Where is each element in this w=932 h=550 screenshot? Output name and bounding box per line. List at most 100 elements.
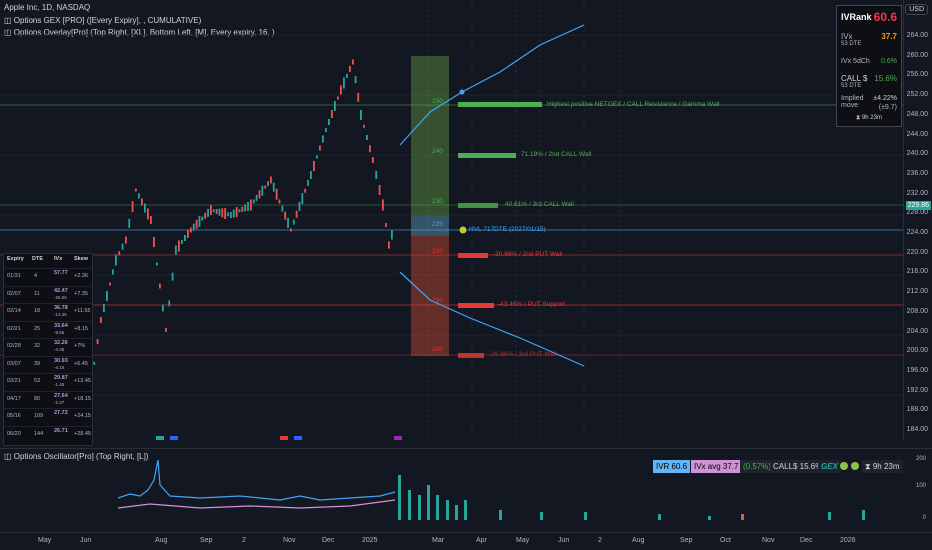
level-price: 200	[432, 346, 443, 353]
candle	[298, 201, 301, 211]
osc-ivr-badge: IVR 60.6	[653, 460, 691, 473]
level-price: 225	[432, 221, 443, 228]
ivx-chg-cell: -4.15	[54, 364, 65, 370]
price-tick: 256.00	[906, 71, 928, 79]
candle	[391, 230, 393, 240]
table-row: 01/31 4 57.77 +2.36	[4, 268, 92, 285]
gex-dot-icon	[851, 462, 859, 470]
candle	[232, 209, 235, 218]
table-row: 03/07 39 30.93 -4.15 +6.45	[4, 355, 92, 373]
candle	[153, 237, 155, 247]
dte-cell: 80	[34, 395, 41, 402]
candle	[96, 339, 99, 345]
candle	[227, 212, 229, 217]
expiry-cell: 02/28	[7, 343, 21, 349]
candle	[195, 219, 198, 229]
expiry-cell: 02/14	[7, 308, 21, 314]
ivx-cell: 26.71	[54, 427, 68, 434]
candle	[215, 208, 218, 214]
ivr-panel: IVRank 60.6 IVx 37.7 53 DTE IVx 5dCh 0.6% C…	[836, 5, 902, 127]
skew-cell: +11.65	[74, 308, 91, 314]
candle	[281, 205, 284, 212]
candle	[319, 145, 321, 151]
candle	[272, 182, 275, 192]
candle	[247, 201, 249, 211]
time-tick: May	[516, 537, 530, 544]
eye-icon[interactable]: ◫	[4, 452, 14, 461]
ivx-chg-cell: -4.35	[54, 347, 65, 352]
ivx-cell: 32.26	[54, 340, 68, 346]
oscillator-title[interactable]: ◫ Options Oscillator[Pro] (Top Right, [L…	[4, 452, 149, 461]
candle	[106, 291, 108, 301]
candle	[212, 209, 215, 213]
osc-calls-badge: CALL$ 15.6%	[770, 460, 826, 473]
level-price: 230	[432, 198, 443, 205]
candle	[138, 193, 140, 199]
candle	[357, 92, 360, 102]
candle	[112, 269, 114, 275]
candle	[385, 223, 387, 227]
candle	[304, 188, 307, 193]
time-tick: 2	[598, 537, 602, 544]
oscillator-chart[interactable]	[0, 450, 904, 530]
ivx-cell: 30.93	[54, 357, 68, 364]
candle	[156, 262, 158, 266]
price-tick: 220.00	[906, 248, 928, 256]
candle	[224, 208, 227, 220]
expiry-cell: 02/07	[7, 290, 21, 297]
dte-cell: 18	[34, 308, 41, 314]
table-row: 04/17 80 27.64 -2.27 +18.15	[4, 390, 92, 408]
candle	[388, 241, 390, 249]
candle	[360, 110, 362, 120]
expiry-cell: 04/17	[7, 395, 21, 402]
time-tick: Dec	[322, 537, 335, 544]
skew-cell: +7.35	[74, 290, 88, 297]
candle	[352, 59, 354, 65]
ivx-dte: 53 DTE	[841, 41, 862, 47]
dte-cell: 11	[34, 290, 40, 297]
time-tick: Oct	[720, 537, 731, 544]
ivx5d-label: IVx 5dCh	[841, 58, 870, 65]
ivx-cell: 29.87	[54, 375, 68, 381]
hourglass-icon: ⧗	[856, 115, 862, 121]
candle	[221, 208, 224, 218]
candle	[290, 228, 292, 232]
col-expiry: Expiry	[7, 256, 24, 262]
candle	[103, 304, 105, 312]
indicator-overlay[interactable]: ◫ Options Overlay[Pro] (Top Right, [XL],…	[4, 28, 275, 37]
price-tick: 208.00	[906, 307, 928, 315]
gex-dot-icon	[840, 462, 848, 470]
table-row: 05/16 109 27.72 +24.15	[4, 408, 92, 425]
candle	[295, 210, 298, 218]
timer: 9h 23m	[861, 115, 882, 121]
time-tick: Nov	[762, 537, 775, 544]
candle	[135, 188, 137, 192]
level-label-2nd-put: -30.86% / 2nd PUT Wall	[493, 251, 563, 258]
ivx-value: 37.7	[881, 32, 897, 41]
candle	[128, 218, 131, 228]
price-axis[interactable]: 264.00 260.00 256.00 252.00 248.00 244.00 240.…	[903, 0, 932, 440]
price-chart[interactable]	[0, 0, 904, 440]
ivx-cell: 36.78	[54, 305, 68, 311]
call-dte: 53 DTE	[841, 83, 862, 89]
price-tick: 252.00	[906, 91, 928, 99]
price-tick: 204.00	[906, 327, 928, 335]
level-price: 210	[432, 297, 443, 304]
table-row: 02/14 18 36.78 -13.45 +11.65	[4, 303, 92, 320]
candle	[307, 179, 309, 186]
candle	[325, 128, 327, 132]
candle	[334, 101, 336, 111]
candle	[363, 124, 365, 128]
indicator-gex[interactable]: ◫ Options GEX [PRO] ([Every Expiry], , C…	[4, 16, 201, 25]
eye-icon[interactable]: ◫	[4, 16, 14, 25]
osc-axis-100: 100	[915, 483, 926, 489]
eye-icon[interactable]: ◫	[4, 28, 14, 37]
candle	[184, 235, 186, 241]
ivx5d-value: 0.6%	[881, 58, 897, 65]
currency-label[interactable]: USD	[905, 4, 928, 15]
candle	[230, 212, 232, 218]
candle	[241, 206, 244, 212]
ivx-cell: 27.64	[54, 392, 68, 399]
candle	[382, 199, 384, 211]
dte-cell: 109	[34, 413, 44, 419]
